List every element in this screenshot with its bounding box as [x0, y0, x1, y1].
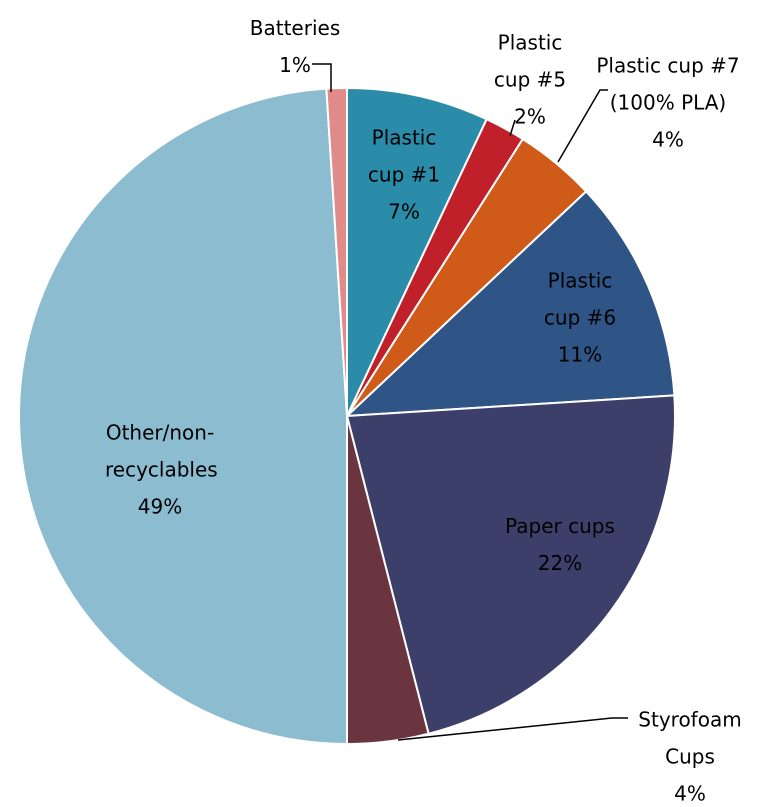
pie-slice — [346, 86, 488, 417]
category-label: Other/non-recyclables — [105, 420, 218, 482]
category-label: Batteries — [249, 16, 341, 40]
slice-label: Plastic cup #1 7% — [354, 120, 454, 231]
leader-line — [509, 119, 516, 137]
value-label: 1% — [279, 53, 311, 77]
value-label: 7% — [388, 199, 420, 224]
category-label: Plastic cup #6 — [543, 268, 617, 330]
slice-label: Other/non-recyclables 49% — [105, 415, 218, 526]
slice-label: Plastic cup #7 (100% PLA) 4% — [593, 48, 743, 159]
value-label: 4% — [674, 781, 706, 806]
value-label: 2% — [514, 104, 546, 129]
value-label: 22% — [537, 551, 583, 575]
category-label: Styrofoam Cups — [638, 707, 742, 769]
value-label: 4% — [652, 127, 684, 152]
slice-label: Plastic cup #5 2% — [485, 25, 575, 136]
category-label: Paper cups — [505, 514, 615, 538]
pie-slice — [345, 394, 676, 735]
leader-line — [312, 63, 332, 92]
leader-line — [397, 717, 628, 741]
pie-slice — [18, 87, 348, 746]
slice-label: Batteries 1% — [240, 10, 350, 84]
pie-slice — [344, 190, 676, 418]
leader-line — [557, 89, 608, 163]
value-label: 49% — [137, 494, 183, 519]
category-label: Plastic cup #5 — [493, 30, 567, 92]
slice-label: Styrofoam Cups 4% — [620, 702, 760, 807]
slice-label: Plastic cup #6 11% — [530, 263, 630, 374]
category-label: Plastic cup #7 (100% PLA) — [596, 53, 740, 115]
pie-slice — [325, 86, 348, 417]
category-label: Plastic cup #1 — [367, 125, 441, 187]
value-label: 11% — [557, 342, 603, 367]
slice-label: Paper cups 22% — [475, 508, 645, 582]
